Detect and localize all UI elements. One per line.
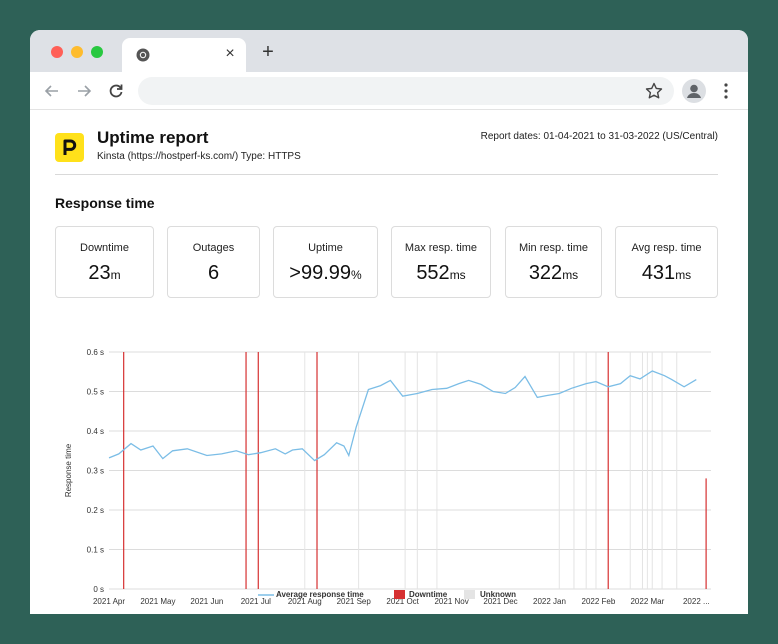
browser-toolbar [30, 72, 748, 110]
legend-label-avg: Average response time [276, 590, 364, 599]
stat-card-uptime: Uptime >99.99% [273, 226, 378, 298]
stat-unit: % [351, 268, 362, 282]
y-axis-label: Response time [64, 443, 73, 497]
report-page: Uptime report Kinsta (https://hostperf-k… [30, 111, 748, 614]
back-arrow-icon[interactable] [41, 80, 63, 102]
stat-value: 552ms [392, 262, 490, 285]
y-tick-label: 0.4 s [87, 427, 104, 436]
x-tick-label: 2021 May [140, 597, 175, 606]
kebab-menu-icon[interactable] [718, 81, 734, 101]
stat-card-avg-resp: Avg resp. time 431ms [615, 226, 718, 298]
new-tab-button[interactable]: + [262, 41, 274, 63]
profile-icon[interactable] [682, 79, 706, 103]
stat-label: Outages [192, 242, 235, 254]
maximize-window-button[interactable] [91, 46, 103, 58]
y-tick-label: 0.1 s [87, 546, 104, 555]
x-tick-label: 2021 Nov [434, 597, 468, 606]
brand-logo [55, 133, 84, 162]
y-tick-label: 0.3 s [87, 467, 104, 476]
x-tick-label: 2021 Jul [241, 597, 271, 606]
stat-number: 431 [641, 262, 676, 284]
x-tick-label: 2021 Aug [288, 597, 322, 606]
response-time-chart: 0 s 0.1 s 0.2 s 0.3 s 0.4 s 0.5 s 0.6 s 2021 Ap… [64, 348, 711, 606]
x-tick-label: 2022 ... [683, 597, 710, 606]
page-title: Uptime report [97, 128, 209, 147]
stat-label: Min resp. time [518, 242, 589, 254]
stat-number: 552 [416, 262, 450, 284]
stat-number: 322 [528, 262, 563, 284]
divider [55, 174, 718, 175]
section-title: Response time [55, 195, 155, 211]
x-tick-label: 2021 Apr [93, 597, 125, 606]
legend-swatch-unknown [464, 590, 475, 599]
stat-value: 431ms [616, 262, 717, 285]
y-tick-label: 0.6 s [87, 348, 104, 357]
monitor-subtitle: Kinsta (https://hostperf-ks.com/) Type: … [97, 151, 301, 162]
stat-card-outages: Outages 6 [167, 226, 260, 298]
report-dates: Report dates: 01-04-2021 to 31-03-2022 (… [480, 131, 718, 142]
reload-icon[interactable] [105, 80, 127, 102]
x-tick-label: 2021 Jun [190, 597, 223, 606]
chrome-icon [136, 48, 150, 62]
stat-label: Avg resp. time [631, 242, 702, 254]
browser-window: × + [30, 30, 748, 614]
x-tick-label: 2021 Dec [483, 597, 517, 606]
minimize-window-button[interactable] [71, 46, 83, 58]
stat-card-min-resp: Min resp. time 322ms [505, 226, 602, 298]
y-tick-label: 0.2 s [87, 506, 104, 515]
stat-value: 23m [56, 262, 153, 285]
x-tick-label: 2022 Jan [533, 597, 566, 606]
tab-close-button[interactable]: × [225, 45, 235, 62]
stat-label: Uptime [308, 242, 343, 254]
legend-label-downtime: Downtime [409, 590, 448, 599]
legend-swatch-downtime [394, 590, 405, 599]
legend-label-unknown: Unknown [480, 590, 516, 599]
stat-card-max-resp: Max resp. time 552ms [391, 226, 491, 298]
stat-label: Downtime [80, 242, 129, 254]
browser-tab[interactable]: × [122, 38, 246, 72]
stat-card-downtime: Downtime 23m [55, 226, 154, 298]
stat-value: 322ms [506, 262, 601, 285]
stat-unit: ms [675, 268, 692, 282]
stat-value: 6 [168, 262, 259, 285]
tab-bar: × + [30, 30, 748, 72]
stat-unit: ms [449, 268, 466, 282]
stat-number: >99.99 [289, 262, 352, 284]
avg-response-line [108, 370, 697, 462]
stat-number: 23 [88, 262, 111, 284]
stat-unit: ms [562, 268, 579, 282]
x-tick-label: 2022 Feb [582, 597, 616, 606]
address-bar[interactable] [138, 77, 674, 105]
x-tick-label: 2021 Sep [337, 597, 372, 606]
stat-unit: m [110, 268, 121, 282]
forward-arrow-icon[interactable] [73, 80, 95, 102]
logo-p-icon [63, 139, 77, 155]
stat-value: >99.99% [274, 262, 377, 285]
stat-label: Max resp. time [404, 242, 478, 254]
x-tick-label: 2022 Mar [630, 597, 664, 606]
close-window-button[interactable] [51, 46, 63, 58]
x-tick-label: 2021 Oct [386, 597, 419, 606]
y-tick-label: 0.5 s [87, 388, 104, 397]
legend-swatch-avg [258, 594, 274, 596]
star-icon[interactable] [644, 81, 664, 101]
stat-number: 6 [207, 262, 220, 284]
y-tick-label: 0 s [93, 585, 104, 594]
